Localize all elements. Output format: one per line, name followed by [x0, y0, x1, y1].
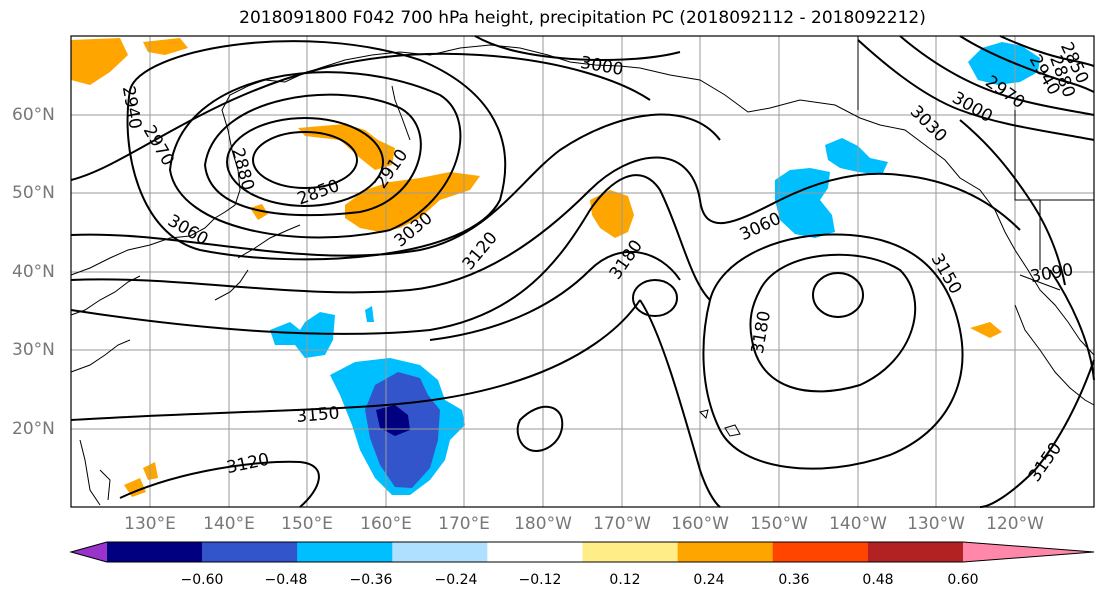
lon-label-130e: 130°E: [124, 514, 176, 534]
lat-label-30n: 30°N: [12, 340, 55, 360]
colorbar-tick-label: −0.12: [518, 572, 562, 588]
colorbar-tick-label: 0.12: [609, 572, 641, 588]
colorbar-extend-min: [71, 542, 107, 562]
precip-negative-patch: [376, 405, 410, 436]
lat-label-50n: 50°N: [12, 183, 55, 203]
lon-label-160e: 160°E: [360, 514, 412, 534]
lon-label-160w: 160°W: [671, 514, 729, 534]
lon-label-140w: 140°W: [829, 514, 887, 534]
colorbar-swatch: [392, 542, 488, 562]
contour-label-3150-west: 3150: [295, 403, 340, 427]
precip-negative-patch: [270, 312, 335, 358]
colorbar: [69, 541, 1095, 563]
lat-label-40n: 40°N: [12, 262, 55, 282]
precip-positive-patch: [143, 38, 188, 55]
colorbar-extend-max: [963, 542, 1094, 562]
colorbar-swatch: [202, 542, 298, 562]
colorbar-tick-label: 0.48: [862, 572, 894, 588]
precip-negative-patch: [825, 138, 888, 175]
colorbar-tick-label: −0.36: [349, 572, 393, 588]
precip-positive-patch: [124, 478, 146, 497]
map-border: [70, 35, 1095, 508]
colorbar-swatch: [582, 542, 679, 562]
colorbar-swatch: [487, 542, 583, 562]
lon-label-150w: 150°W: [750, 514, 808, 534]
lat-label-20n: 20°N: [12, 419, 55, 439]
lon-label-180w: 180°W: [514, 514, 572, 534]
colorbar-tick-label: −0.48: [264, 572, 308, 588]
colorbar-tick-label: 0.60: [947, 572, 979, 588]
precip-shading: [71, 38, 1040, 497]
lon-label-130w: 130°W: [907, 514, 965, 534]
colorbar-outline: [69, 541, 1095, 563]
lon-label-150e: 150°E: [281, 514, 333, 534]
precip-positive-patch: [298, 124, 395, 170]
lon-label-170w: 170°W: [593, 514, 651, 534]
lon-label-140e: 140°E: [203, 514, 255, 534]
colorbar-swatch: [297, 542, 393, 562]
colorbar-swatch: [677, 542, 774, 562]
precip-negative-patch: [365, 306, 374, 322]
precip-negative-patch: [968, 42, 1040, 85]
precip-positive-patch: [970, 322, 1002, 338]
colorbar-tick-label: −0.60: [180, 572, 224, 588]
precip-positive-patch: [345, 172, 480, 232]
precip-positive-patch: [590, 190, 634, 238]
lat-label-60n: 60°N: [12, 105, 55, 125]
map-title: 2018091800 F042 700 hPa height, precipit…: [239, 8, 926, 28]
height-contours: [70, 35, 1095, 508]
colorbar-tick-label: 0.36: [778, 572, 810, 588]
colorbar-swatch: [867, 542, 964, 562]
colorbar-swatch: [772, 542, 869, 562]
coastlines: [70, 36, 1095, 506]
precip-negative-patch: [775, 168, 835, 238]
colorbar-tick-label: 0.24: [693, 572, 725, 588]
colorbar-swatch: [106, 542, 203, 562]
lon-label-170e: 170°E: [438, 514, 490, 534]
lon-label-120w: 120°W: [986, 514, 1044, 534]
precip-positive-patch: [250, 204, 268, 220]
precip-positive-patch: [71, 38, 128, 85]
colorbar-tick-label: −0.24: [434, 572, 478, 588]
